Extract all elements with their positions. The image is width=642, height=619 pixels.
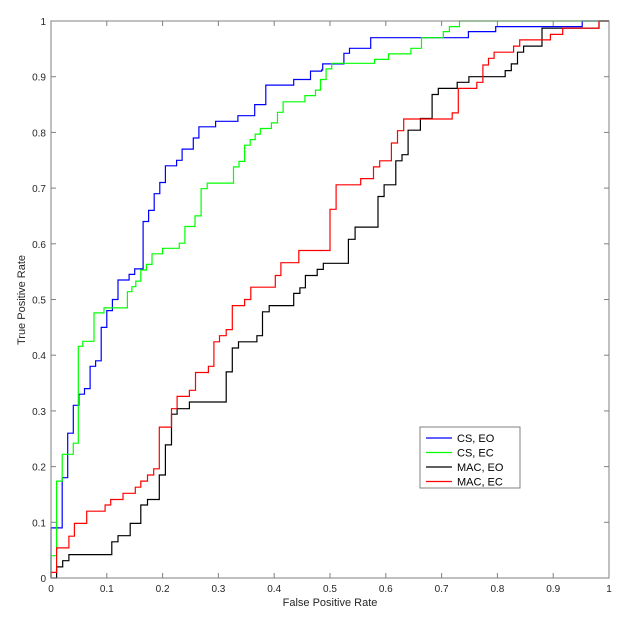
plot-area bbox=[51, 21, 609, 578]
x-tick-label: 0.3 bbox=[211, 584, 225, 595]
y-tick-label: 0 bbox=[40, 574, 46, 585]
y-tick-label: 1 bbox=[40, 17, 46, 28]
y-tick-label: 0.5 bbox=[32, 296, 46, 307]
x-tick-label: 0.4 bbox=[267, 584, 281, 595]
legend: CS, EO CS, EC MAC, EO MAC, EC bbox=[419, 426, 521, 489]
x-tick-label: 0 bbox=[48, 584, 54, 595]
legend-label-cs-eo: CS, EO bbox=[457, 433, 495, 445]
x-tick-label: 0.5 bbox=[323, 584, 337, 595]
y-tick-label: 0.6 bbox=[32, 240, 46, 251]
legend-label-cs-ec: CS, EC bbox=[457, 448, 494, 460]
tick-layer: 0 0.1 0.2 0.3 0.4 0.5 0.6 0.7 0.8 0.9 1 0 0.1 0.2 0.3 0… bbox=[32, 17, 612, 595]
x-tick-label: 0.2 bbox=[156, 584, 170, 595]
y-tick-label: 0.4 bbox=[32, 351, 46, 362]
y-tick-label: 0.7 bbox=[32, 184, 46, 195]
y-tick-label: 0.2 bbox=[32, 463, 46, 474]
y-tick-label: 0.1 bbox=[32, 518, 46, 529]
x-tick-label: 0.7 bbox=[435, 584, 449, 595]
x-tick-label: 0.1 bbox=[100, 584, 114, 595]
legend-box bbox=[419, 426, 521, 489]
x-tick-label: 1 bbox=[606, 584, 612, 595]
series-line-cs-eo bbox=[50, 20, 609, 578]
series-line-mac-eo bbox=[51, 20, 609, 579]
legend-label-mac-eo: MAC, EO bbox=[457, 462, 504, 474]
y-axis-label: True Positive Rate bbox=[16, 255, 28, 345]
x-tick-label: 0.9 bbox=[546, 584, 560, 595]
y-tick-label: 0.8 bbox=[32, 128, 46, 139]
y-tick-label: 0.9 bbox=[32, 73, 46, 84]
x-axis-label: False Positive Rate bbox=[283, 597, 378, 609]
series-line-cs-ec bbox=[50, 20, 609, 578]
legend-label-mac-ec: MAC, EC bbox=[457, 477, 503, 489]
series-line-mac-ec bbox=[50, 20, 609, 578]
series-layer bbox=[50, 20, 609, 579]
x-tick-label: 0.6 bbox=[379, 584, 393, 595]
x-tick-label: 0.8 bbox=[490, 584, 504, 595]
y-tick-label: 0.3 bbox=[32, 407, 46, 418]
